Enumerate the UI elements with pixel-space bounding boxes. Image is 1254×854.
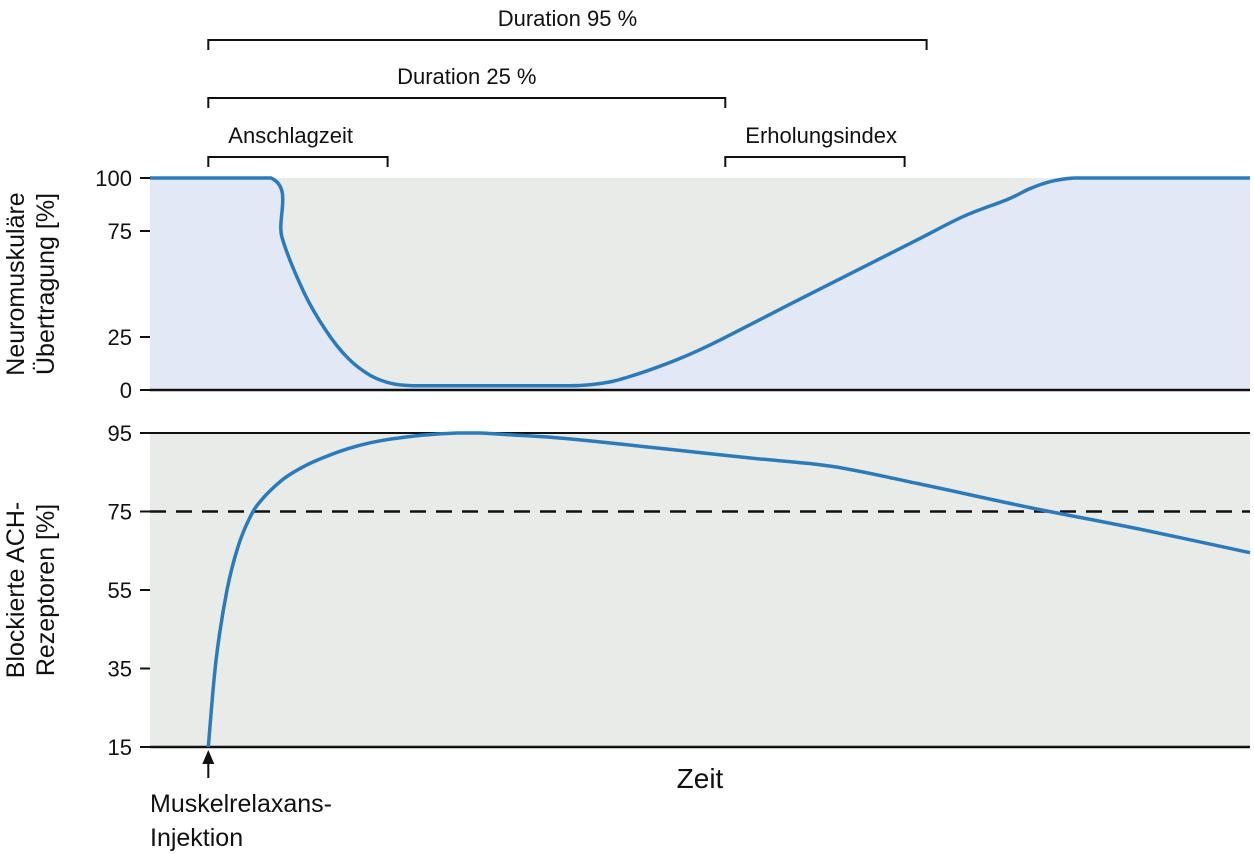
bracket-label: Duration 25 % <box>397 64 536 89</box>
bottom-y-tick-label: 95 <box>108 421 132 446</box>
bracket-line <box>207 97 727 108</box>
bracket-label: Anschlagzeit <box>228 123 353 148</box>
top-y-tick-label: 25 <box>108 325 132 350</box>
injection-annotation-line2: Injektion <box>150 824 243 852</box>
top-y-axis-title-line1: Neuromuskuläre <box>2 192 30 375</box>
bottom-y-tick-label: 35 <box>108 657 132 682</box>
bracket-label: Erholungsindex <box>745 123 897 148</box>
bracket-label: Duration 95 % <box>498 6 637 31</box>
bottom-y-ticks: 95 75 55 35 15 <box>108 421 150 760</box>
top-y-axis-title-line2: Übertragung [%] <box>32 193 60 375</box>
duration-brackets: Duration 95 % Duration 25 % Anschlagzeit Er… <box>207 6 928 167</box>
bottom-plot-background <box>150 433 1250 747</box>
panel-neuromuscular-transmission: 100 75 25 0 Duration 95 % Duration 25 % Ansch… <box>2 6 1250 403</box>
bottom-y-axis-title-line2: Rezeptoren [%] <box>32 504 60 676</box>
transmission-area-fill <box>150 178 1250 390</box>
injection-arrow-head <box>202 750 215 764</box>
transmission-series-line <box>150 176 1250 388</box>
bracket-line <box>207 39 928 50</box>
bracket-line <box>207 156 389 167</box>
bottom-y-tick-label: 75 <box>108 500 132 525</box>
injection-annotation-line1: Muskelrelaxans- <box>150 790 332 818</box>
panel-blocked-receptors: 95 75 55 35 15 Blockierte ACH- Rezeptoren [%… <box>2 421 1251 852</box>
top-y-tick-label: 0 <box>120 378 132 403</box>
blocked-receptors-series-line <box>206 431 1251 748</box>
injection-arrow <box>202 750 215 778</box>
x-axis-title: Zeit <box>677 763 724 794</box>
bracket-line <box>724 156 906 167</box>
bottom-y-axis-title-line1: Blockierte ACH- <box>2 502 30 678</box>
bottom-y-tick-label: 15 <box>108 735 132 760</box>
top-y-tick-label: 100 <box>95 166 132 191</box>
bottom-y-tick-label: 55 <box>108 578 132 603</box>
top-y-ticks: 100 75 25 0 <box>95 166 150 403</box>
top-y-tick-label: 75 <box>108 219 132 244</box>
